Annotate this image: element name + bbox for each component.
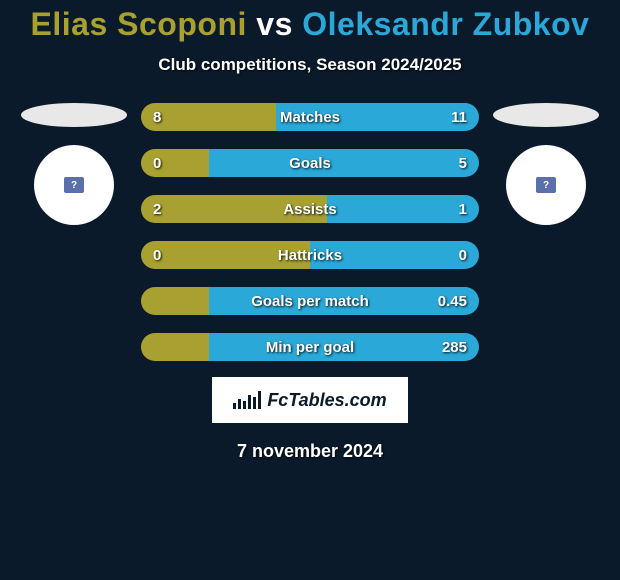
stat-bars: Matches811 Goals05 Assists21 Hattricks00 Goa… bbox=[141, 103, 479, 361]
placeholder-icon bbox=[64, 177, 84, 193]
stat-bar-right-fill bbox=[209, 287, 479, 315]
logo-badge: FcTables.com bbox=[212, 377, 408, 423]
player2-badge-placeholder bbox=[493, 103, 599, 127]
logo-text: FcTables.com bbox=[267, 390, 386, 411]
comparison-title: Elias Scoponi vs Oleksandr Zubkov bbox=[0, 0, 620, 43]
player1-avatar bbox=[34, 145, 114, 225]
stat-bar: Matches811 bbox=[141, 103, 479, 131]
vs-separator: vs bbox=[256, 6, 293, 42]
stat-bar-right-fill bbox=[310, 241, 479, 269]
stat-bar-right-fill bbox=[276, 103, 479, 131]
stat-bar: Goals per match0.45 bbox=[141, 287, 479, 315]
stat-bar: Min per goal285 bbox=[141, 333, 479, 361]
logo-chart-icon bbox=[233, 391, 261, 409]
stat-bar-left-fill bbox=[141, 333, 209, 361]
stat-bar-right-fill bbox=[327, 195, 479, 223]
stat-bar-left-fill bbox=[141, 103, 276, 131]
stat-bar: Assists21 bbox=[141, 195, 479, 223]
snapshot-date: 7 november 2024 bbox=[0, 441, 620, 462]
stat-bar-right-fill bbox=[209, 149, 479, 177]
stat-bar-left-fill bbox=[141, 287, 209, 315]
comparison-body: Matches811 Goals05 Assists21 Hattricks00 Goa… bbox=[0, 103, 620, 361]
stat-bar-left-fill bbox=[141, 149, 209, 177]
stat-bar: Goals05 bbox=[141, 149, 479, 177]
stat-bar-left-fill bbox=[141, 241, 310, 269]
stat-bar-right-fill bbox=[209, 333, 479, 361]
subtitle: Club competitions, Season 2024/2025 bbox=[0, 55, 620, 75]
player1-column bbox=[19, 103, 129, 225]
player2-name: Oleksandr Zubkov bbox=[302, 6, 589, 42]
placeholder-icon bbox=[536, 177, 556, 193]
player2-column bbox=[491, 103, 601, 225]
player1-name: Elias Scoponi bbox=[31, 6, 247, 42]
stat-bar: Hattricks00 bbox=[141, 241, 479, 269]
player2-avatar bbox=[506, 145, 586, 225]
stat-bar-left-fill bbox=[141, 195, 327, 223]
player1-badge-placeholder bbox=[21, 103, 127, 127]
